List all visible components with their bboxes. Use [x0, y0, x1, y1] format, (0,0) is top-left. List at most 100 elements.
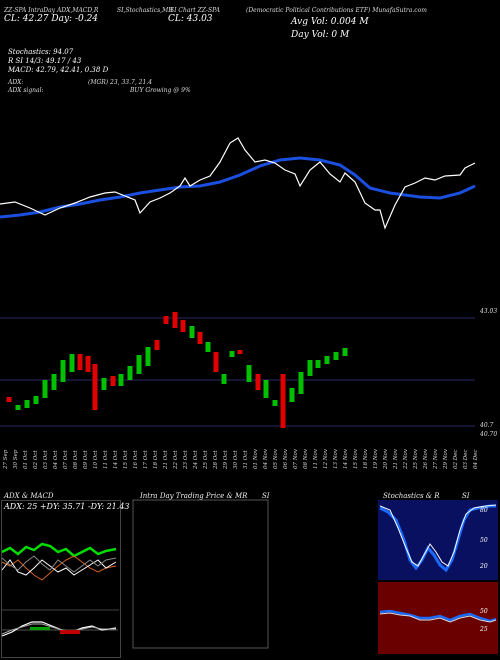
date-label: 31 Oct	[243, 450, 249, 469]
adx-values: (MGR) 23, 33.7, 21.4	[88, 79, 153, 86]
header-line1-right: (Democratic Political Contributions ETF)…	[246, 7, 427, 14]
date-label: 22 Nov	[403, 449, 409, 469]
date-label: 05 Nov	[273, 449, 279, 469]
day-volume: Day Vol: 0 M	[291, 30, 350, 40]
adx-panel	[1, 500, 121, 658]
date-label: 24 Oct	[193, 450, 199, 469]
date-label: 04 Dec	[473, 449, 479, 470]
axis-bottom2: 40.70	[480, 431, 498, 438]
axis-bottom1: 40.7	[480, 422, 494, 429]
candle	[255, 374, 261, 390]
candle	[145, 347, 151, 366]
date-label: 25 Oct	[203, 450, 209, 469]
candle	[189, 326, 195, 338]
candle	[221, 374, 227, 384]
candle	[197, 332, 203, 344]
rsi-level-50: 50	[480, 608, 488, 615]
candle	[333, 352, 339, 360]
stochastics-readout: Stochastics: 94.07	[8, 48, 74, 56]
date-label: 03 Oct	[43, 450, 49, 469]
date-label: 08 Oct	[73, 450, 79, 469]
date-label: 07 Nov	[293, 449, 299, 469]
date-label: 06 Nov	[283, 449, 289, 469]
candle	[172, 312, 178, 328]
price-line	[0, 137, 476, 230]
date-label: 21 Oct	[163, 450, 169, 469]
date-label: 14 Nov	[343, 449, 349, 469]
date-label: 12 Nov	[323, 449, 329, 469]
date-label: 08 Nov	[303, 449, 309, 469]
avg-volume: Avg Vol: 0.004 M	[291, 17, 369, 27]
candle	[272, 400, 278, 406]
candle	[289, 388, 295, 402]
candles-group	[6, 312, 348, 428]
candle	[263, 380, 269, 398]
candle	[280, 374, 286, 428]
stoch-level-20: 20	[480, 563, 488, 570]
date-label: 10 Oct	[93, 450, 99, 469]
date-label: 25 Nov	[413, 449, 419, 469]
candle	[136, 355, 142, 374]
candle	[342, 348, 348, 356]
rsi-panel	[378, 582, 498, 654]
candle	[118, 374, 124, 386]
date-label: 02 Oct	[33, 450, 39, 469]
date-label: 15 Nov	[353, 449, 359, 469]
header-line1-left: ZZ-SPA IntraDay ADX,MACD,R	[4, 7, 99, 14]
candle	[307, 360, 313, 376]
candle	[110, 376, 116, 386]
date-label: 28 Oct	[213, 450, 219, 469]
date-label: 21 Nov	[393, 449, 399, 469]
candle	[127, 366, 133, 380]
candle	[229, 351, 235, 357]
candle	[237, 350, 243, 354]
date-label: 02 Dec	[453, 449, 459, 470]
date-label: 04 Nov	[263, 449, 269, 469]
macd-readout: MACD: 42.79, 42.41, 0.38 D	[8, 66, 109, 74]
date-label: 23 Oct	[183, 450, 189, 469]
candle	[6, 397, 12, 402]
candle	[85, 356, 91, 372]
rsi-readout: R SI 14/3: 49.17 / 43	[8, 57, 82, 65]
rsi-line-2	[379, 612, 497, 623]
candle	[15, 405, 21, 410]
date-label: 30 Sep	[13, 449, 19, 469]
date-label: 30 Oct	[233, 450, 239, 469]
header-line1-mid: SI,Stochastics,MR	[117, 7, 173, 14]
candle	[315, 360, 321, 368]
stoch-title: Stochastics & R	[383, 492, 440, 500]
stoch-level-80: 80	[480, 507, 488, 514]
candle	[51, 374, 57, 390]
date-label: 14 Oct	[113, 450, 119, 469]
adx-panel-readout: ADX: 25 +DY: 35.71 -DY: 21.43	[4, 502, 130, 511]
date-label: 16 Oct	[133, 450, 139, 469]
candle	[180, 320, 186, 332]
date-label: 17 Oct	[143, 450, 149, 469]
candle	[324, 356, 330, 364]
date-label: 29 Nov	[443, 449, 449, 469]
buy-signal: BUY Growing @ 9%	[130, 87, 191, 94]
date-label: 27 Nov	[433, 449, 439, 469]
date-label: 09 Oct	[83, 450, 89, 469]
stoch-title-2: SI	[462, 492, 470, 500]
axis-top: 43.03	[480, 308, 498, 315]
candle	[163, 316, 169, 324]
date-label: 27 Sep	[3, 449, 9, 469]
candle	[77, 354, 83, 370]
intraday-panel	[132, 499, 269, 649]
date-label: 26 Nov	[423, 449, 429, 469]
main-chart	[0, 137, 476, 428]
date-label: 15 Oct	[123, 450, 129, 469]
candle	[69, 354, 75, 372]
stoch-level-50: 50	[480, 537, 488, 544]
date-label: 19 Nov	[373, 449, 379, 469]
date-label: 29 Oct	[223, 450, 229, 469]
date-label: 18 Oct	[153, 450, 159, 469]
date-label: 04 Oct	[53, 450, 59, 469]
candle	[24, 400, 30, 408]
candle	[60, 360, 66, 382]
candle	[213, 352, 219, 372]
adx-macd-title: ADX & MACD	[4, 492, 54, 500]
candle	[92, 364, 98, 410]
date-label: 01 Oct	[23, 450, 29, 469]
